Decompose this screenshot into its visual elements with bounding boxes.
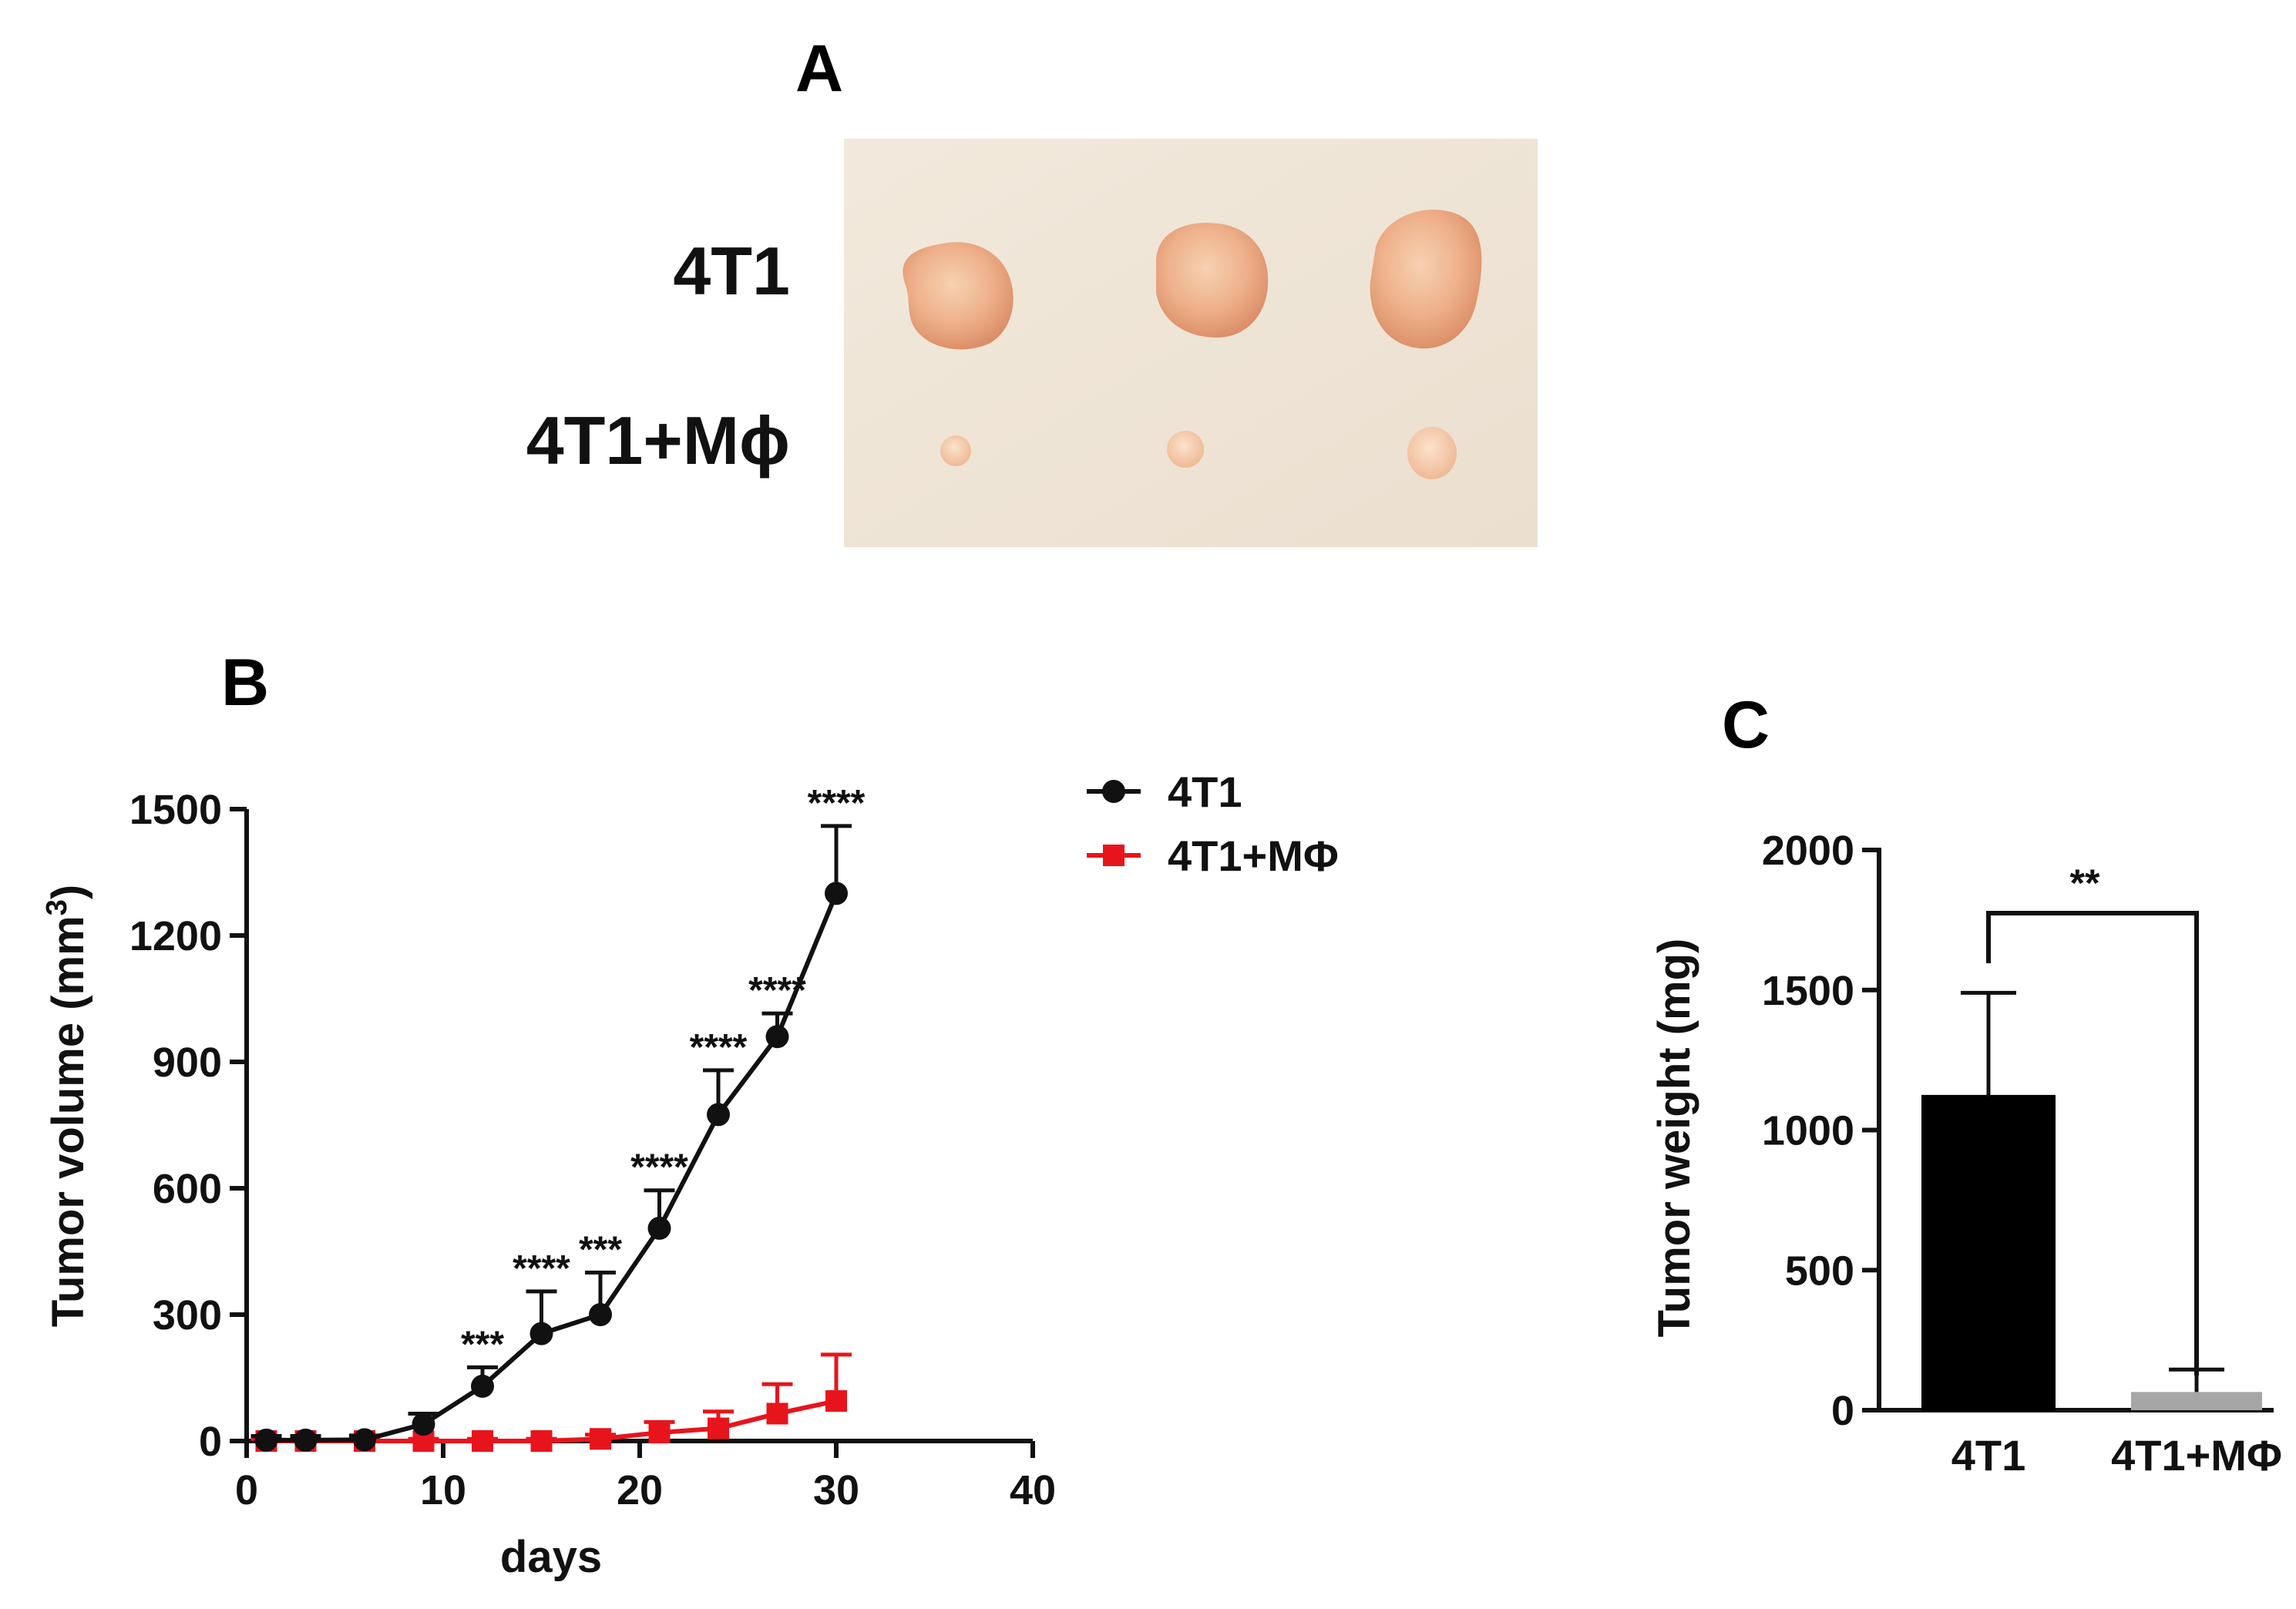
panel-c-letter: C <box>1722 688 1770 762</box>
y-tick-label: 500 <box>1785 1248 1854 1294</box>
legend-label: 4T1 <box>1168 768 1242 816</box>
data-point <box>294 1428 318 1452</box>
data-point <box>825 1390 847 1412</box>
data-point <box>589 1303 612 1326</box>
data-point <box>353 1428 376 1452</box>
x-tick-label: 20 <box>617 1467 663 1513</box>
significance-stars: **** <box>808 783 866 824</box>
y-axis-label-close: ) <box>43 885 93 899</box>
significance-stars: *** <box>461 1324 504 1365</box>
data-point <box>648 1422 671 1444</box>
tumor-small-3 <box>1407 427 1457 479</box>
y-tick-label: 1200 <box>129 913 222 959</box>
data-point <box>590 1428 611 1450</box>
y-tick-label: 600 <box>153 1166 222 1212</box>
y-tick-label: 1500 <box>1762 968 1854 1014</box>
significance-stars: *** <box>579 1229 622 1270</box>
y-axis-label-main: Tumor volume (mm <box>43 915 93 1327</box>
x-axis-label: days <box>500 1532 602 1582</box>
y-axis-label: Tumor volume (mm3) <box>41 885 93 1327</box>
panel-b-letter: B <box>221 646 269 720</box>
bar-4t1-mphi <box>2131 1392 2262 1410</box>
y-tick-label: 1000 <box>1762 1108 1854 1154</box>
row-label-4t1: 4T1 <box>673 233 790 309</box>
tumor-volume-chart: 0 300 600 900 1200 1500 0 10 20 30 40 days Tumor vol… <box>41 768 1339 1582</box>
y-tick-label: 900 <box>153 1040 222 1086</box>
x-tick-label: 40 <box>1010 1467 1056 1513</box>
row-label-4t1-mphi: 4T1+Mϕ <box>526 402 790 479</box>
tumor-large-2 <box>1156 223 1269 338</box>
y-tick-label: 0 <box>199 1419 222 1465</box>
tumor-photo <box>844 139 1538 547</box>
panel-a-letter: A <box>795 32 843 106</box>
y-tick-label: 0 <box>1831 1388 1854 1434</box>
significance-stars: ** <box>2070 862 2100 905</box>
data-point <box>472 1430 493 1452</box>
data-point <box>471 1374 494 1398</box>
y-tick-label: 2000 <box>1762 828 1854 874</box>
data-point <box>529 1322 553 1345</box>
data-point <box>765 1025 789 1049</box>
x-tick-label: 10 <box>420 1467 466 1513</box>
data-point <box>707 1103 730 1127</box>
x-tick-label: 0 <box>235 1467 258 1513</box>
significance-stars: **** <box>690 1027 748 1068</box>
x-category-label: 4T1+MΦ <box>2111 1431 2282 1480</box>
legend-marker <box>1102 780 1125 803</box>
bar-4t1 <box>1921 1094 2056 1412</box>
tumor-large-3 <box>1370 210 1482 349</box>
y-axis-label: Tumor weight (mg) <box>1649 939 1699 1338</box>
data-point <box>708 1417 729 1439</box>
data-point <box>412 1412 435 1436</box>
data-point <box>825 882 848 905</box>
tumor-small-2 <box>1167 431 1204 468</box>
data-point <box>530 1430 553 1452</box>
data-point <box>254 1428 278 1452</box>
significance-stars: **** <box>513 1248 570 1289</box>
y-tick-label: 1500 <box>129 787 222 833</box>
tumor-weight-chart: 0 500 1000 1500 2000 4T1 4T1+MΦ ** Tumor weight … <box>1649 828 2282 1480</box>
tumor-small-1 <box>940 435 971 466</box>
legend-label: 4T1+MΦ <box>1168 831 1339 880</box>
significance-stars: **** <box>630 1147 688 1188</box>
significance-stars: **** <box>748 970 806 1011</box>
y-axis-label-superscript: 3 <box>41 899 73 915</box>
tumor-large-1 <box>903 242 1014 350</box>
x-category-label: 4T1 <box>1951 1431 2026 1480</box>
y-tick-label: 300 <box>153 1292 222 1339</box>
data-point <box>647 1216 671 1240</box>
x-tick-label: 30 <box>813 1467 859 1513</box>
significance-bracket <box>1986 911 2199 1376</box>
data-point <box>766 1402 788 1425</box>
legend-marker <box>1103 845 1124 866</box>
